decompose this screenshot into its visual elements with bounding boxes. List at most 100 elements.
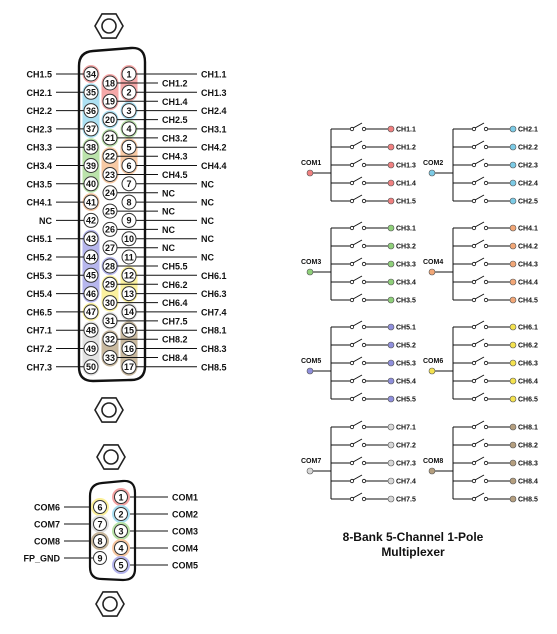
relay-arm [352,374,363,381]
relay-contact [483,360,489,366]
com-terminal [428,367,436,375]
relay-row: CH6.5 [453,392,538,404]
relay-contact [349,378,355,384]
relay-contact [483,297,489,303]
pin-circle [121,322,137,338]
channel-terminal [509,260,517,268]
pin-number: 38 [86,143,96,153]
pin-44: 44 [83,249,99,265]
relay-arm [352,356,363,363]
pin-19: 19 [102,93,118,109]
pin-9: 9 [121,212,137,228]
com-label: COM8 [423,458,443,465]
pin-number: 44 [86,252,96,262]
relay-contact [483,442,489,448]
relay-arm [352,392,363,399]
channel-terminal [387,296,395,304]
pin-number: 48 [86,326,96,336]
pin-number: 13 [124,289,134,299]
com-label: COM5 [301,358,321,365]
relay-row: CH5.4 [331,374,416,386]
relay-row: CH4.1 [453,221,538,233]
channel-terminal [387,125,395,133]
pin-signal-label: NC [162,207,175,217]
pin-number: 49 [86,344,96,354]
com-terminal [306,467,314,475]
pin-signal-label: CH8.1 [201,326,227,336]
pin-signal-label: CH2.1 [26,88,52,98]
pin-number: 4 [118,543,123,553]
relay-contact [471,198,477,204]
relay-contact [471,460,477,466]
pin-signal-label: CH6.5 [26,307,52,317]
pin-signal-label: CH5.2 [26,253,52,263]
mounting-nut-hole [102,596,118,612]
pin-21: 21 [102,130,118,146]
pin-signal-label: FP_GND [23,554,60,564]
pin-signal-label: CH8.5 [201,362,227,372]
relay-contact [361,460,367,466]
relay-arm [474,474,485,481]
relay-arm [474,140,485,147]
pin-14: 14 [121,304,137,320]
channel-label: CH4.3 [518,262,538,269]
pin-number: 2 [126,88,131,98]
relay-contact [471,342,477,348]
pin-number: 5 [126,143,131,153]
pin-circle [83,176,99,192]
relay-row: CH2.1 [453,122,538,134]
relay-row: CH6.3 [453,356,538,368]
pin-46: 46 [83,286,99,302]
pin9-1: 1 [114,490,128,504]
pin-circle [102,167,118,182]
relay-arm [352,293,363,300]
relay-row: CH3.1 [331,221,416,233]
relay-row: CH7.1 [331,420,416,432]
pin-circle [121,66,137,82]
pin-39: 39 [83,158,99,173]
pin-1: 1 [121,66,137,82]
com-label: COM7 [301,458,321,465]
relay-row: CH8.3 [453,456,538,468]
channel-terminal [509,359,517,367]
pin-circle [102,130,118,146]
pin-circle [83,231,99,247]
relay-contact [349,442,355,448]
pin-signal-label: CH4.4 [201,161,227,171]
channel-label: CH5.4 [396,379,416,386]
pin-signal-label: NC [39,216,52,226]
pin-circle [121,84,137,100]
relay-arm [352,122,363,129]
relay-arm [352,438,363,445]
mounting-nut-hole [101,402,117,418]
pin-number: 2 [118,509,123,519]
relay-contact [483,478,489,484]
com-terminal [428,467,436,475]
com-terminal [428,268,436,276]
pin-circle [114,524,128,538]
pin-signal-label: CH7.1 [26,326,52,336]
pin-circle [121,231,137,247]
channel-label: CH4.4 [518,280,538,287]
relay-row: CH2.4 [453,176,538,188]
relay-row: CH7.4 [331,474,416,486]
relay-contact [349,424,355,430]
com-terminal [306,268,314,276]
relay-contact [361,396,367,402]
pin-circle [102,313,118,329]
pin-number: 43 [86,234,96,244]
channel-terminal [509,197,517,205]
pin-29: 29 [102,276,118,292]
relay-contact [349,342,355,348]
pin-22: 22 [102,148,118,164]
pin-circle [83,249,99,265]
pin-circle [102,240,118,256]
channel-label: CH8.3 [518,461,538,468]
pin-signal-label: CH7.3 [26,362,52,372]
pin-circle [121,103,137,119]
channel-label: CH6.3 [518,361,538,368]
relay-contact [361,144,367,150]
relay-contact [471,378,477,384]
channel-terminal [387,143,395,151]
pin-15: 15 [121,322,137,338]
